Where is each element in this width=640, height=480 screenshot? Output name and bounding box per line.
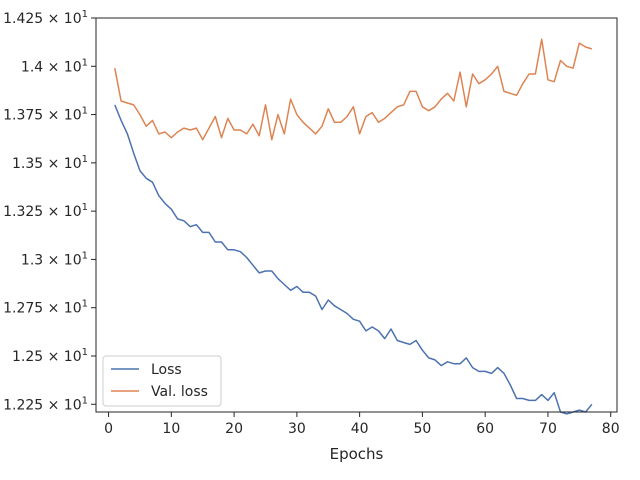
- y-tick-label: 1.3 × 101: [21, 250, 88, 268]
- series-line-val-loss: [114, 38, 593, 141]
- x-tick-label: 60: [476, 421, 494, 437]
- x-tick-label: 20: [225, 421, 243, 437]
- y-tick-label: 1.375 × 101: [3, 106, 88, 124]
- x-tick-label: 0: [104, 421, 113, 437]
- x-tick-label: 30: [288, 421, 306, 437]
- y-axis: 1.225 × 101 1.25 × 101 1.275 × 101 1.3 × 10…: [3, 9, 96, 413]
- x-tick-label: 10: [162, 421, 180, 437]
- y-tick-label: 1.275 × 101: [3, 299, 88, 317]
- y-tick-label: 1.25 × 101: [12, 347, 88, 365]
- legend: Loss Val. loss: [102, 355, 222, 407]
- x-tick-label: 70: [539, 421, 557, 437]
- legend-label: Val. loss: [151, 384, 208, 400]
- y-tick-label: 1.225 × 101: [3, 395, 88, 413]
- legend-label: Loss: [151, 362, 182, 378]
- y-tick-label: 1.35 × 101: [12, 154, 88, 172]
- x-axis: 0 10 20 30 40 50 60 70 80: [104, 412, 620, 437]
- x-tick-label: 80: [602, 421, 620, 437]
- y-tick-label: 1.425 × 101: [3, 9, 88, 27]
- plot-lines: [114, 38, 593, 415]
- x-axis-label: Epochs: [330, 445, 384, 463]
- series-line-loss: [114, 104, 593, 415]
- plot-frame: [95, 17, 618, 413]
- x-tick-label: 40: [351, 421, 369, 437]
- x-tick-label: 50: [413, 421, 431, 437]
- y-tick-label: 1.4 × 101: [21, 57, 88, 75]
- y-tick-label: 1.325 × 101: [3, 202, 88, 220]
